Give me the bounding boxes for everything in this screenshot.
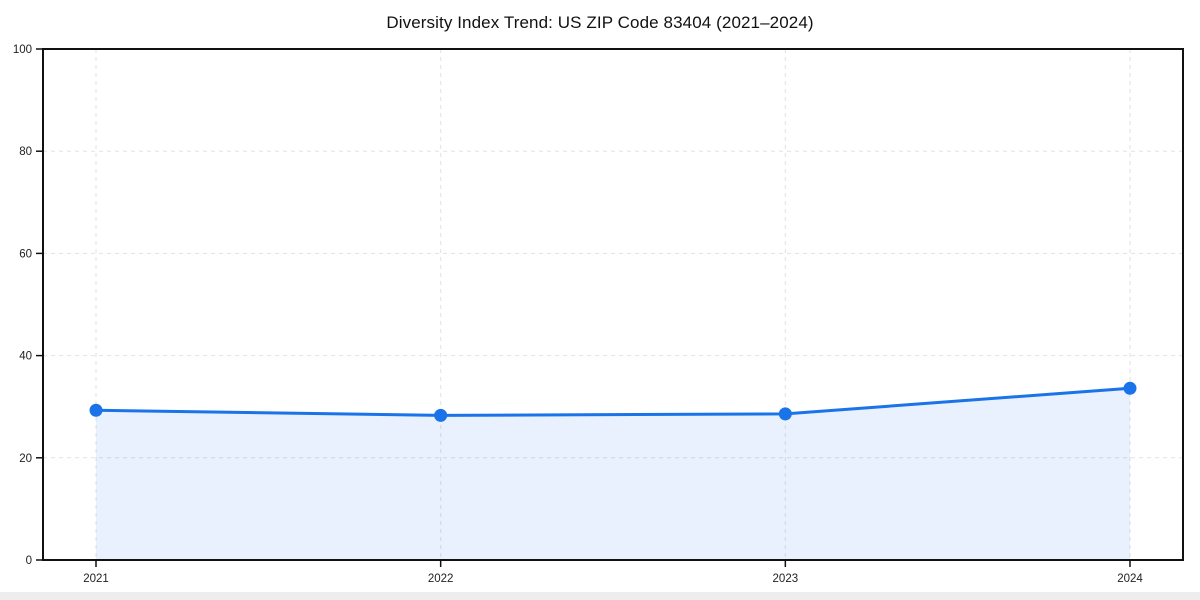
data-point-2022 [434, 408, 448, 422]
y-tick-label: 40 [19, 351, 32, 363]
area-fill [96, 388, 1130, 560]
y-tick-label: 80 [19, 146, 32, 158]
y-tick-label: 0 [26, 555, 32, 567]
y-tick-label: 20 [19, 453, 32, 465]
y-tick-label: 60 [19, 248, 32, 260]
x-tick-label: 2024 [1117, 573, 1143, 585]
axes-box [42, 48, 1184, 561]
x-tick-label: 2023 [773, 573, 799, 585]
data-point-2023 [778, 407, 792, 421]
x-tick-label: 2022 [428, 573, 454, 585]
data-point-2021 [89, 403, 103, 417]
chart-title: Diversity Index Trend: US ZIP Code 83404… [386, 13, 814, 32]
y-tick-label: 100 [13, 44, 32, 56]
x-tick-label: 2021 [83, 573, 109, 585]
trend-line [94, 386, 1132, 417]
bottom-strip [0, 592, 1200, 600]
data-point-2024 [1123, 381, 1137, 395]
